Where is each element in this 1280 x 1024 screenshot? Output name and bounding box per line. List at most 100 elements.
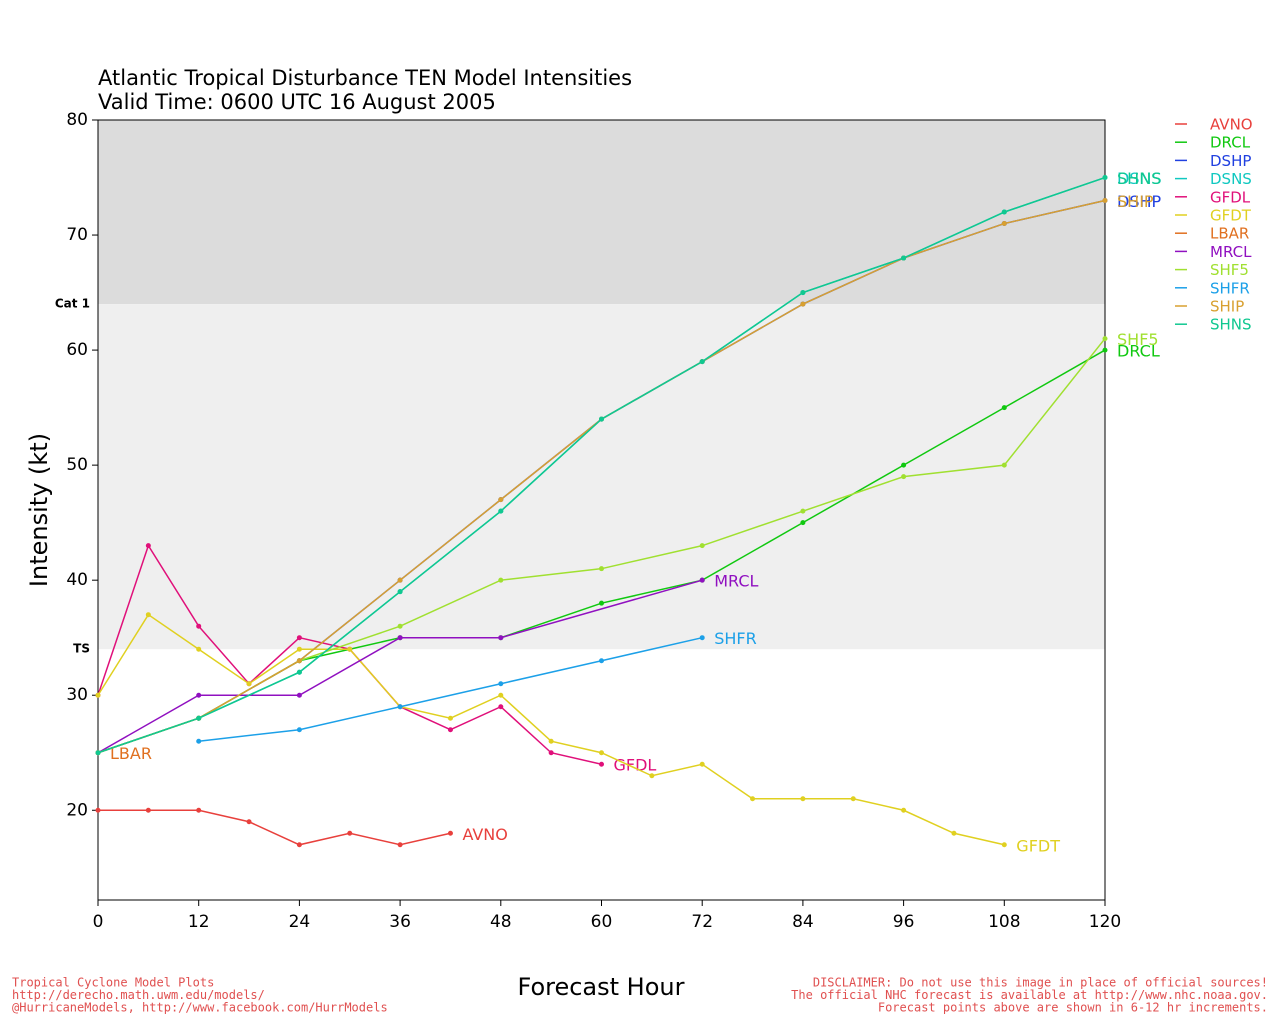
y-tick-label: 20 bbox=[66, 800, 88, 820]
data-point bbox=[246, 819, 252, 825]
data-point bbox=[1001, 842, 1007, 848]
data-point bbox=[1001, 209, 1007, 215]
data-point bbox=[1001, 221, 1007, 227]
data-point bbox=[498, 508, 504, 514]
data-point bbox=[397, 842, 403, 848]
intensity-band bbox=[98, 120, 1105, 305]
legend-label: DSHP bbox=[1210, 152, 1251, 170]
data-point bbox=[800, 796, 806, 802]
band-label: TS bbox=[73, 642, 90, 656]
chart-title: Atlantic Tropical Disturbance TEN Model … bbox=[98, 66, 632, 90]
series-line bbox=[97, 579, 703, 754]
data-point bbox=[699, 543, 705, 549]
legend-label: DRCL bbox=[1210, 134, 1251, 152]
series-end-label: DSNS bbox=[1117, 169, 1162, 188]
data-point bbox=[599, 416, 604, 422]
x-tick-label: 0 bbox=[93, 912, 104, 932]
data-point bbox=[699, 359, 705, 365]
data-point bbox=[599, 600, 604, 606]
data-point bbox=[296, 635, 302, 641]
data-point bbox=[196, 692, 202, 698]
x-tick-label: 108 bbox=[988, 912, 1020, 932]
y-tick-label: 70 bbox=[66, 225, 88, 245]
band-label: Cat 1 bbox=[55, 297, 90, 311]
data-point bbox=[1102, 198, 1108, 204]
y-tick-label: 50 bbox=[66, 455, 88, 475]
data-point bbox=[498, 497, 504, 503]
data-point bbox=[1001, 462, 1007, 468]
y-tick-label: 40 bbox=[66, 570, 88, 590]
series-end-label: DSHP bbox=[1117, 192, 1162, 211]
data-point bbox=[196, 738, 202, 744]
data-point bbox=[397, 704, 403, 710]
data-point bbox=[296, 692, 302, 698]
footer-left: http://derecho.math.uwm.edu/models/ bbox=[12, 988, 265, 1002]
data-point bbox=[1001, 405, 1007, 411]
data-point bbox=[548, 750, 554, 756]
data-point bbox=[699, 761, 705, 767]
y-axis-title: Intensity (kt) bbox=[25, 433, 53, 587]
data-point bbox=[397, 577, 403, 583]
legend-label: SHF5 bbox=[1210, 261, 1249, 279]
data-point bbox=[599, 658, 604, 664]
y-tick-label: 30 bbox=[66, 685, 88, 705]
data-point bbox=[548, 738, 554, 744]
data-point bbox=[196, 646, 202, 652]
data-point bbox=[599, 566, 604, 572]
data-point bbox=[246, 681, 252, 687]
y-tick-label: 60 bbox=[66, 340, 88, 360]
x-axis-title: Forecast Hour bbox=[518, 973, 685, 1001]
data-point bbox=[296, 658, 302, 664]
data-point bbox=[347, 830, 353, 836]
data-point bbox=[699, 635, 705, 641]
legend-label: GFDT bbox=[1210, 207, 1252, 225]
data-point bbox=[296, 646, 302, 652]
data-point bbox=[196, 623, 202, 629]
series-end-label: GFDL bbox=[614, 756, 657, 775]
data-point bbox=[397, 589, 403, 595]
x-tick-label: 24 bbox=[289, 912, 311, 932]
x-tick-label: 72 bbox=[691, 912, 713, 932]
series-line bbox=[198, 636, 703, 742]
data-point bbox=[145, 807, 151, 813]
series-end-label: LBAR bbox=[110, 744, 152, 763]
legend-label: SHIP bbox=[1210, 298, 1244, 316]
series-end-label: GFDT bbox=[1016, 836, 1060, 855]
data-point bbox=[800, 520, 806, 526]
x-tick-label: 36 bbox=[389, 912, 411, 932]
data-point bbox=[498, 681, 504, 687]
data-point bbox=[498, 692, 504, 698]
y-tick-label: 80 bbox=[66, 110, 88, 130]
x-tick-label: 96 bbox=[893, 912, 915, 932]
x-tick-label: 60 bbox=[591, 912, 613, 932]
series-end-label: SHIP bbox=[1117, 192, 1154, 211]
data-point bbox=[750, 796, 756, 802]
footer-right: The official NHC forecast is available a… bbox=[791, 988, 1268, 1002]
data-point bbox=[145, 543, 151, 549]
footer-right: Forecast points above are shown in 6-12 … bbox=[878, 1001, 1268, 1015]
data-point bbox=[901, 255, 907, 261]
legend-label: MRCL bbox=[1210, 243, 1252, 261]
x-tick-label: 12 bbox=[188, 912, 210, 932]
footer-left: Tropical Cyclone Model Plots bbox=[12, 976, 214, 990]
footer-left: @HurricaneModels, http://www.facebook.co… bbox=[12, 1001, 388, 1015]
legend-label: GFDL bbox=[1210, 188, 1251, 206]
data-point bbox=[850, 796, 856, 802]
data-point bbox=[800, 301, 806, 307]
data-point bbox=[800, 290, 806, 296]
series-end-label: AVNO bbox=[462, 825, 507, 844]
data-point bbox=[599, 750, 604, 756]
data-point bbox=[699, 577, 705, 583]
data-point bbox=[901, 462, 907, 468]
legend-label: LBAR bbox=[1210, 225, 1249, 243]
intensity-band bbox=[98, 304, 1105, 650]
data-point bbox=[296, 842, 302, 848]
data-point bbox=[800, 508, 806, 514]
data-point bbox=[498, 577, 504, 583]
data-point bbox=[649, 773, 655, 779]
data-point bbox=[397, 635, 403, 641]
legend-label: DSNS bbox=[1210, 170, 1252, 188]
data-point bbox=[901, 807, 907, 813]
legend-label: AVNO bbox=[1210, 116, 1253, 134]
